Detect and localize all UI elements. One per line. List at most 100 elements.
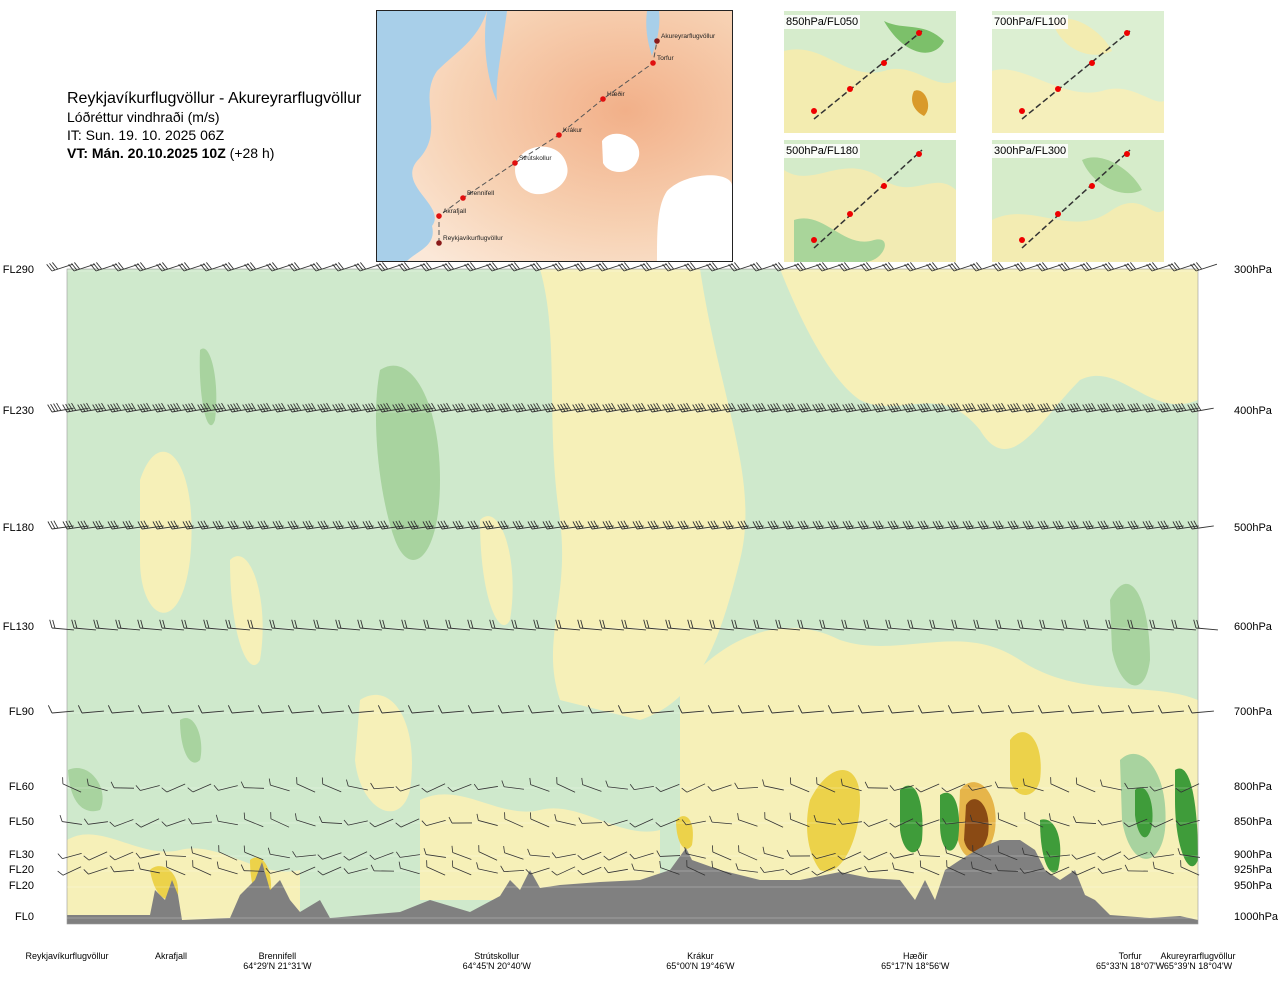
wind-barb [362, 402, 389, 413]
wind-barb [812, 402, 839, 413]
wind-barb [551, 866, 576, 876]
wind-barb [1175, 819, 1200, 827]
wind-barb [525, 867, 550, 875]
wind-barb [1187, 402, 1214, 413]
wind-barb [1067, 402, 1094, 413]
wind-barb [587, 705, 614, 714]
wind-barb [555, 619, 580, 631]
wind-barb [632, 520, 659, 530]
wind-barb [557, 402, 584, 413]
station-name: Akrafjall [155, 951, 188, 961]
wind-barb [1082, 402, 1109, 413]
wind-barb [842, 520, 869, 530]
wind-barb [737, 402, 764, 413]
wind-barb [268, 778, 290, 792]
wind-barb [827, 520, 854, 530]
wind-barb [152, 520, 179, 530]
wind-barb [1142, 402, 1169, 413]
wind-barb [919, 860, 940, 876]
wind-barb [135, 785, 160, 791]
route-line [438, 40, 658, 243]
wind-barb [47, 520, 74, 530]
flight-level-label: FL90 [8, 706, 34, 718]
vertical-velocity-field [67, 269, 1198, 924]
wind-barb [369, 818, 394, 828]
wind-barb [1190, 262, 1218, 272]
wind-barb [265, 867, 290, 874]
station-coord: 65°39'N 18°04'W [1163, 961, 1233, 971]
wind-barb [497, 520, 524, 530]
wind-barb [1124, 782, 1149, 790]
wind-barb [813, 815, 836, 825]
wind-barb [617, 402, 644, 413]
wind-barb [159, 619, 184, 631]
wind-barb [270, 812, 290, 828]
wind-barb [77, 705, 104, 714]
wind-barb [181, 619, 206, 631]
wind-barb [467, 619, 492, 631]
wind-barb [161, 819, 186, 827]
wind-barb [497, 705, 524, 714]
wind-barb [213, 785, 238, 791]
wind-barb [734, 782, 759, 790]
flight-level-label: FL230 [2, 405, 34, 417]
route-waypoint-marker [436, 213, 442, 219]
wind-barb [929, 619, 954, 631]
wind-barb [1149, 818, 1174, 828]
flight-level-label: FL20 [8, 880, 34, 892]
wind-barb [71, 619, 96, 631]
wind-barb [447, 784, 472, 792]
wind-barb [941, 783, 966, 793]
wind-barb [1149, 851, 1174, 858]
route-waypoint-marker [654, 38, 660, 44]
wind-barb [692, 520, 719, 530]
route-map: Reykjavíkurflugvöllur Akrafjall Brennifell… [376, 10, 733, 262]
pressure-level-label: 800hPa [1234, 781, 1272, 793]
wind-barb [192, 860, 212, 876]
pressure-level-label: 950hPa [1234, 880, 1272, 892]
wind-barb [656, 850, 681, 857]
wind-barb [738, 845, 758, 861]
wind-barb [240, 864, 265, 872]
wind-barb [503, 846, 524, 860]
wind-barb [86, 778, 108, 792]
station-name: Reykjavíkurflugvöllur [25, 951, 109, 961]
wind-barb [857, 402, 884, 413]
wind-barb [973, 619, 998, 631]
wind-barb [347, 402, 374, 413]
wind-barb [837, 867, 862, 875]
wind-barb [889, 785, 914, 791]
wind-barb [972, 845, 992, 861]
wind-barb [83, 867, 108, 875]
wind-barb [1149, 784, 1174, 792]
minimap-300-label: 300hPa/FL300 [992, 144, 1069, 158]
wind-barb [1172, 402, 1199, 413]
wind-barb [504, 812, 524, 828]
wind-barb [1149, 619, 1174, 631]
wind-barb [603, 819, 628, 827]
wind-barb [707, 784, 732, 792]
wind-barb [942, 818, 966, 825]
wind-barb [629, 852, 654, 860]
station-label: Reykjavíkurflugvöllur [7, 951, 127, 961]
plot-frame [66, 268, 1199, 925]
wind-barb [577, 866, 602, 876]
route-waypoint-label: Reykjavíkurflugvöllur [443, 235, 504, 242]
wind-barb [1067, 520, 1094, 530]
wind-barb [1127, 402, 1154, 413]
minimap-500-label: 500hPa/FL180 [784, 144, 861, 158]
wind-barb [343, 851, 368, 861]
wind-barb [1039, 619, 1064, 631]
wind-barb [1187, 520, 1214, 530]
station-coord: 65°00'N 19°46'W [666, 961, 735, 971]
wind-barb [577, 851, 602, 861]
wind-barb [631, 863, 654, 873]
wind-barb [347, 705, 374, 714]
wind-barb [343, 868, 368, 874]
wind-barb [762, 779, 784, 791]
wind-barb [722, 520, 749, 530]
wind-barb [767, 520, 794, 530]
wind-barb [1067, 705, 1094, 714]
wind-barb [1075, 777, 1096, 793]
